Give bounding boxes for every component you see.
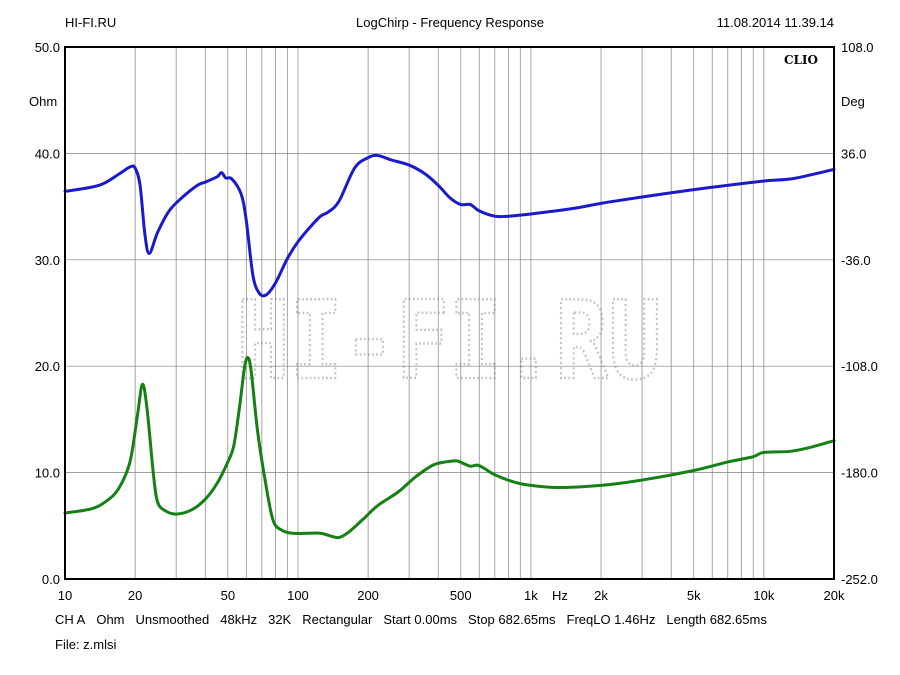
right-axis-ticks: -252.0 -180.0 -108.0 -36.0 36.0 108.0: [841, 40, 878, 587]
brand-label: HI-FI.RU: [65, 15, 117, 30]
right-tick-label: 108.0: [841, 40, 874, 55]
clio-badge: CLIO: [784, 53, 818, 67]
info-item: Unsmoothed: [135, 612, 210, 627]
x-axis-ticks: 10 20 50 100 200 500 1k 2k 5k 10k 20k: [58, 588, 845, 603]
series-group: [63, 153, 836, 540]
left-tick-label: 30.0: [35, 253, 60, 268]
x-tick-label: 500: [450, 588, 472, 603]
info-item: Ohm: [96, 612, 125, 627]
x-tick-label: 1k: [524, 588, 538, 603]
left-tick-label: 20.0: [35, 359, 60, 374]
right-tick-label: -108.0: [841, 359, 878, 374]
info-item: 48kHz: [220, 612, 258, 627]
x-axis-label: Hz: [552, 588, 568, 603]
measurement-info: CH A Ohm Unsmoothed 48kHz 32K Rectangular Star…: [55, 612, 778, 627]
x-tick-label: 100: [287, 588, 309, 603]
x-tick-label: 10: [58, 588, 72, 603]
left-tick-label: 40.0: [35, 146, 60, 161]
x-tick-label: 20k: [824, 588, 845, 603]
x-tick-label: 2k: [594, 588, 608, 603]
info-item: CH A: [55, 612, 86, 627]
plot-frame: [64, 46, 835, 580]
info-item: FreqLO 1.46Hz: [566, 612, 656, 627]
info-item: Length 682.65ms: [666, 612, 767, 627]
x-tick-label: 20: [128, 588, 142, 603]
watermark: HI-FI.RU: [237, 279, 662, 404]
chart-title: LogChirp - Frequency Response: [356, 15, 544, 30]
right-tick-label: 36.0: [841, 146, 866, 161]
datetime-label: 11.08.2014 11.39.14: [716, 15, 834, 30]
left-axis-label: Ohm: [29, 94, 57, 109]
info-item: 32K: [268, 612, 292, 627]
grid-lines: [65, 47, 834, 579]
left-tick-label: 10.0: [35, 466, 60, 481]
x-tick-label: 10k: [753, 588, 774, 603]
left-tick-label: 50.0: [35, 40, 60, 55]
right-axis-label: Deg: [841, 94, 865, 109]
right-tick-label: -36.0: [841, 253, 871, 268]
left-axis-ticks: 0.0 10.0 20.0 30.0 40.0 50.0: [35, 40, 60, 587]
right-tick-label: -180.0: [841, 466, 878, 481]
file-label: File: z.mlsi: [55, 637, 117, 652]
series-line-1: [63, 153, 836, 298]
x-tick-label: 5k: [687, 588, 701, 603]
left-tick-label: 0.0: [42, 572, 60, 587]
x-tick-label: 50: [221, 588, 235, 603]
series-line-2: [63, 356, 836, 540]
right-tick-label: -252.0: [841, 572, 878, 587]
info-item: Start 0.00ms: [383, 612, 458, 627]
x-tick-label: 200: [357, 588, 379, 603]
info-item: Stop 682.65ms: [468, 612, 556, 627]
info-item: Rectangular: [302, 612, 373, 627]
